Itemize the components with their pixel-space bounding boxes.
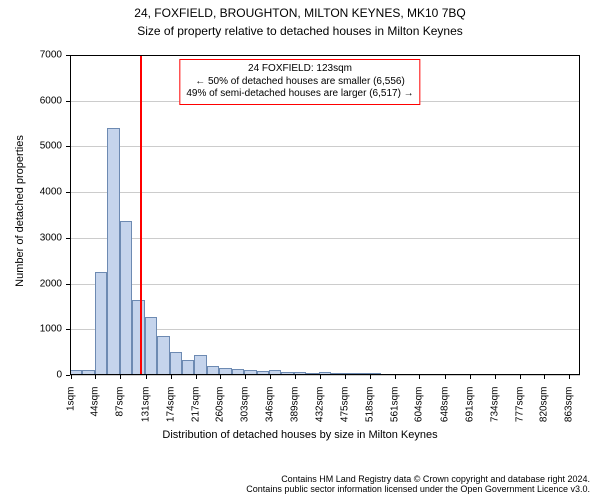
histogram-bar	[145, 317, 157, 375]
xtick-mark	[370, 375, 371, 379]
histogram-bar	[157, 336, 169, 375]
annotation-box: 24 FOXFIELD: 123sqm ← 50% of detached ho…	[179, 59, 420, 105]
xtick-mark	[345, 375, 346, 379]
histogram-bar	[95, 272, 107, 375]
xtick-mark	[544, 375, 545, 379]
xtick-mark	[445, 375, 446, 379]
property-marker-line	[140, 55, 142, 375]
xtick-mark	[220, 375, 221, 379]
y-axis-spine	[70, 55, 71, 375]
histogram-bar	[120, 221, 132, 376]
xtick-mark	[569, 375, 570, 379]
xtick-mark	[470, 375, 471, 379]
right-spine	[579, 55, 580, 375]
ytick-label: 1000	[0, 324, 62, 335]
xtick-mark	[95, 375, 96, 379]
x-axis-label: Distribution of detached houses by size …	[0, 429, 600, 441]
ytick-label: 5000	[0, 141, 62, 152]
footer-line-1: Contains HM Land Registry data © Crown c…	[10, 474, 590, 484]
ytick-label: 6000	[0, 95, 62, 106]
xtick-mark	[270, 375, 271, 379]
xtick-mark	[120, 375, 121, 379]
histogram-bar	[182, 360, 194, 375]
xtick-mark	[419, 375, 420, 379]
footer-line-2: Contains public sector information licen…	[10, 484, 590, 494]
xtick-mark	[295, 375, 296, 379]
title-line-1: 24, FOXFIELD, BROUGHTON, MILTON KEYNES, …	[0, 6, 600, 20]
histogram-bar	[170, 352, 182, 375]
top-spine	[70, 55, 580, 56]
y-axis-label: Number of detached properties	[14, 111, 26, 311]
ytick-label: 7000	[0, 50, 62, 61]
annotation-line-3: 49% of semi-detached houses are larger (…	[186, 88, 413, 101]
ytick-label: 4000	[0, 187, 62, 198]
ytick-label: 3000	[0, 232, 62, 243]
xtick-mark	[71, 375, 72, 379]
figure: 24, FOXFIELD, BROUGHTON, MILTON KEYNES, …	[0, 0, 600, 500]
ytick-label: 0	[0, 370, 62, 381]
footer: Contains HM Land Registry data © Crown c…	[10, 474, 590, 494]
ytick-mark	[66, 329, 70, 330]
xtick-mark	[395, 375, 396, 379]
ytick-mark	[66, 238, 70, 239]
ytick-mark	[66, 192, 70, 193]
title-line-2: Size of property relative to detached ho…	[0, 24, 600, 38]
ytick-mark	[66, 101, 70, 102]
histogram-bar	[194, 355, 206, 375]
ytick-label: 2000	[0, 278, 62, 289]
ytick-mark	[66, 284, 70, 285]
xtick-mark	[171, 375, 172, 379]
gridline	[70, 192, 580, 193]
ytick-mark	[66, 55, 70, 56]
xtick-mark	[245, 375, 246, 379]
gridline	[70, 146, 580, 147]
xtick-mark	[196, 375, 197, 379]
xtick-mark	[520, 375, 521, 379]
histogram-bar	[107, 128, 119, 375]
xtick-mark	[146, 375, 147, 379]
gridline	[70, 284, 580, 285]
annotation-line-2: ← 50% of detached houses are smaller (6,…	[186, 76, 413, 89]
xtick-mark	[495, 375, 496, 379]
annotation-line-1: 24 FOXFIELD: 123sqm	[186, 63, 413, 76]
xtick-mark	[320, 375, 321, 379]
gridline	[70, 238, 580, 239]
ytick-mark	[66, 375, 70, 376]
ytick-mark	[66, 146, 70, 147]
histogram-bar	[132, 300, 144, 375]
